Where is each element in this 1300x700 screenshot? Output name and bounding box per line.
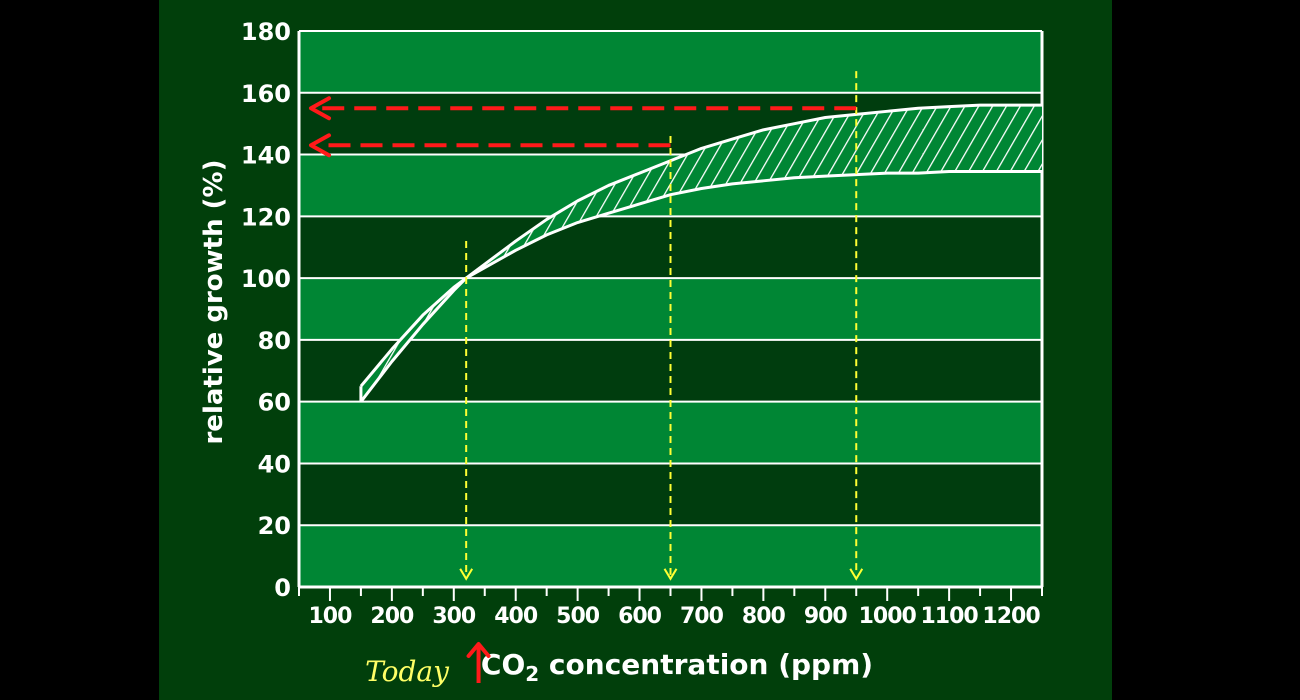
x-axis-label-subscript: 2	[525, 662, 539, 686]
guide-arrowhead-650	[663, 568, 678, 581]
x-tick-label-400: 400	[494, 604, 538, 629]
x-tick-label-1200: 1200	[982, 604, 1040, 629]
y-tick-label-120: 120	[241, 203, 291, 231]
x-tick-label-600: 600	[618, 604, 662, 629]
guide-arrowhead-320	[459, 568, 474, 581]
reference-guide-lines	[459, 71, 864, 581]
x-tick-label-1100: 1100	[921, 604, 979, 629]
y-tick-label-40: 40	[258, 450, 291, 478]
y-tick-label-160: 160	[241, 80, 291, 108]
today-arrow-head	[466, 642, 491, 658]
today-label: Today	[365, 655, 450, 688]
x-tick-label-100: 100	[308, 604, 352, 629]
x-tick-label-700: 700	[680, 604, 724, 629]
x-tick-label-900: 900	[804, 604, 848, 629]
value-arrows	[309, 96, 857, 158]
y-tick-label-100: 100	[241, 265, 291, 293]
growth-band	[359, 103, 1042, 403]
x-tick-label-800: 800	[742, 604, 786, 629]
y-axis-label: relative growth (%)	[199, 159, 229, 444]
x-tick-label-500: 500	[556, 604, 600, 629]
value-arrowhead-143	[309, 133, 331, 158]
x-axis-label: CO2 concentration (ppm)	[481, 648, 873, 686]
x-tick-label-200: 200	[370, 604, 414, 629]
x-tick-label-300: 300	[432, 604, 476, 629]
y-tick-label-20: 20	[258, 512, 291, 540]
y-tick-label-0: 0	[274, 574, 291, 602]
y-tick-label-180: 180	[241, 18, 291, 46]
x-axis-label-suffix: concentration (ppm)	[539, 648, 873, 681]
band-lower-edge	[359, 170, 1042, 403]
y-tick-labels: 0 20 40 60 80 100 120 140 160 180	[241, 18, 291, 602]
band-160-180	[299, 31, 1042, 93]
value-arrowhead-155	[309, 96, 331, 121]
y-tick-label-60: 60	[258, 389, 291, 417]
growth-band-layer	[359, 103, 1042, 403]
band-hatch-fill	[360, 105, 1042, 402]
y-tick-label-140: 140	[241, 142, 291, 170]
today-up-arrow-icon	[466, 642, 491, 683]
x-tick-labels: 100 200 300 400 500 600 700 800 900 1000 1100 1200	[308, 604, 1041, 629]
x-tick-label-1000: 1000	[859, 604, 917, 629]
guide-arrowhead-950	[849, 568, 864, 581]
y-tick-label-80: 80	[258, 327, 291, 355]
